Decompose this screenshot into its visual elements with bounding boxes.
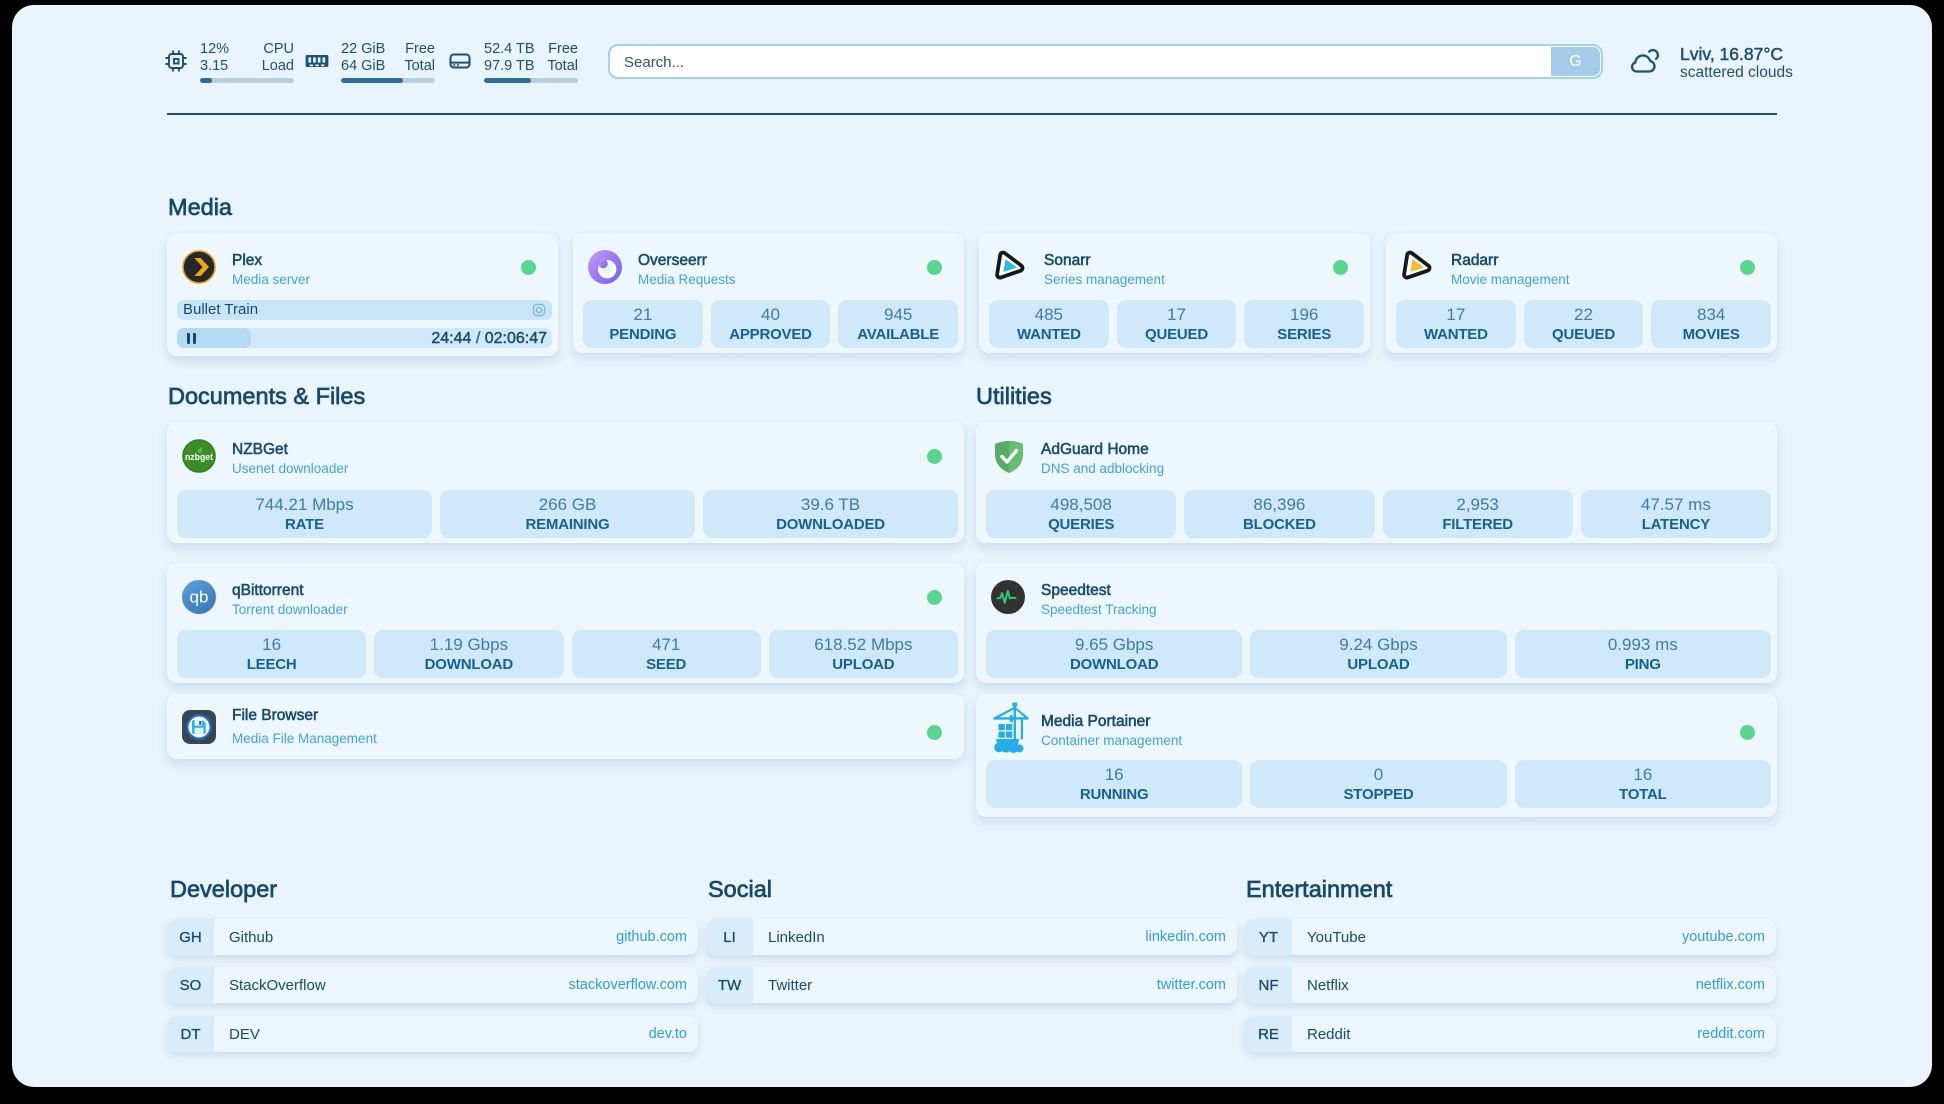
svg-text:nzbget: nzbget xyxy=(185,452,213,462)
svg-text:qb: qb xyxy=(190,588,209,607)
